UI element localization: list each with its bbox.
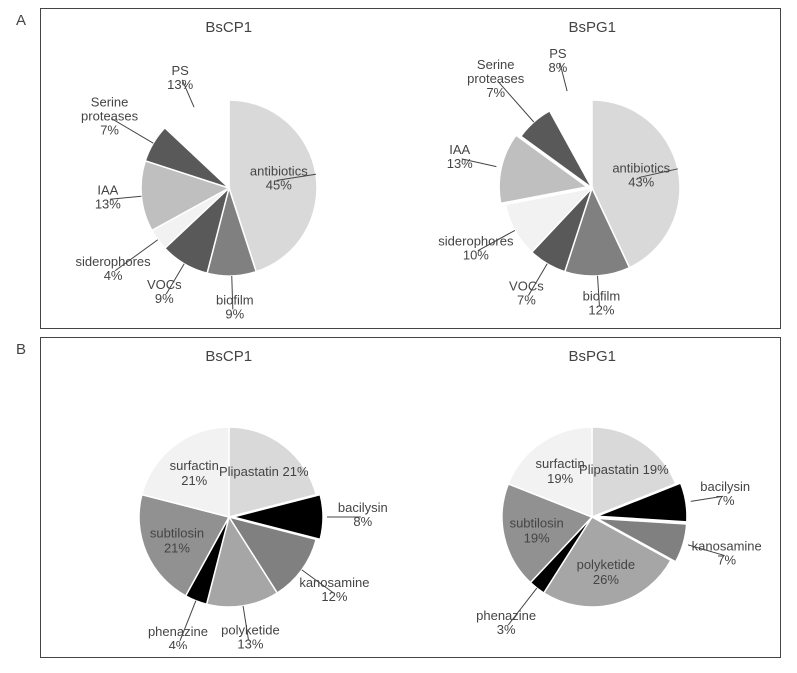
slice-value: 7% bbox=[716, 493, 735, 508]
panel-box: BsCP1 Plipastatin 21%bacilysin8%kanosami… bbox=[40, 337, 781, 658]
pie-svg: Plipastatin 19%bacilysin7%kanosamine7%po… bbox=[412, 369, 772, 649]
slice-value: 26% bbox=[593, 572, 619, 587]
panel-box: BsCP1 antibiotics45%biofilm9%VOCs9%sider… bbox=[40, 8, 781, 329]
slice-value: 13% bbox=[167, 77, 193, 92]
slice-label: subtilosin bbox=[510, 515, 564, 530]
panel-letter: B bbox=[16, 337, 40, 358]
slice-label: kanosamine bbox=[692, 539, 762, 554]
pie-chart: BsPG1 antibiotics43%biofilm12%VOCs7%side… bbox=[412, 19, 772, 320]
slice-value: 3% bbox=[497, 622, 516, 637]
slice-label: kanosamine bbox=[299, 575, 369, 590]
slice-label: siderophores bbox=[75, 254, 151, 269]
slice-label: biofilm bbox=[583, 289, 621, 304]
slice-value: 43% bbox=[628, 174, 654, 189]
slice-value: 10% bbox=[463, 248, 489, 263]
slice-value: 7% bbox=[718, 553, 737, 568]
slice-label: bacilysin bbox=[700, 479, 750, 494]
slice-label: siderophores bbox=[439, 234, 515, 249]
slice-value: 19% bbox=[547, 471, 573, 486]
slice-label: antibiotics bbox=[613, 160, 671, 175]
slice-value: 8% bbox=[353, 514, 372, 529]
pie-svg: Plipastatin 21% bacilysin8% kanosamine12% p… bbox=[49, 369, 409, 649]
pie-chart: BsCP1 antibiotics45%biofilm9%VOCs9%sider… bbox=[49, 19, 409, 320]
slice-value: 45% bbox=[266, 177, 292, 192]
slice-label: surfactin bbox=[536, 456, 585, 471]
panel-a: A BsCP1 antibiotics45%biofilm9%VOCs9%sid… bbox=[16, 8, 781, 329]
slice-value: 4% bbox=[168, 638, 187, 649]
slice-value: 13% bbox=[237, 637, 263, 649]
slice-label: PS bbox=[171, 63, 189, 78]
slice-label: proteases bbox=[467, 71, 525, 86]
slice-label: IAA bbox=[450, 142, 471, 157]
pie-svg: antibiotics43%biofilm12%VOCs7%siderophor… bbox=[412, 40, 772, 320]
slice-value: 13% bbox=[447, 156, 473, 171]
slice-value: 21% bbox=[164, 541, 190, 556]
slice-label: polyketide bbox=[577, 557, 636, 572]
slice-value: 19% bbox=[524, 530, 550, 545]
slice-value: 4% bbox=[103, 268, 122, 283]
chart-title: BsCP1 bbox=[49, 19, 409, 36]
chart-title: BsPG1 bbox=[412, 348, 772, 365]
chart-title: BsCP1 bbox=[49, 348, 409, 365]
slice-label: surfactin bbox=[169, 458, 218, 473]
slice-label: Serine bbox=[91, 95, 129, 110]
slice-label: polyketide bbox=[221, 623, 280, 638]
panel-letter: A bbox=[16, 8, 40, 29]
slice-label: phenazine bbox=[148, 624, 208, 639]
chart-title: BsPG1 bbox=[412, 19, 772, 36]
slice-label: IAA bbox=[97, 182, 118, 197]
slice-label: antibiotics bbox=[250, 163, 308, 178]
slice-value: 13% bbox=[95, 196, 121, 211]
slice-value: 12% bbox=[589, 303, 615, 318]
slice-label: VOCs bbox=[147, 277, 182, 292]
slice-label: Serine bbox=[477, 57, 515, 72]
slice-label: PS bbox=[549, 46, 567, 61]
slice-label: Plipastatin 21% bbox=[219, 464, 309, 479]
slice-label: proteases bbox=[81, 109, 139, 124]
slice-label: bacilysin bbox=[338, 500, 388, 515]
slice-label: VOCs bbox=[509, 279, 544, 294]
panel-b: B BsCP1 Plipastatin 21%bacilysin8%kanosa… bbox=[16, 337, 781, 658]
slice-value: 7% bbox=[100, 123, 119, 138]
slice-value: 8% bbox=[549, 60, 568, 75]
slice-value: 9% bbox=[225, 306, 244, 320]
pie-svg: antibiotics45%biofilm9%VOCs9%siderophore… bbox=[49, 40, 409, 320]
slice-value: 7% bbox=[517, 293, 536, 308]
pie-chart: BsCP1 Plipastatin 21% bacilysin8% kanosami… bbox=[49, 348, 409, 649]
figure-page: A BsCP1 antibiotics45%biofilm9%VOCs9%sid… bbox=[0, 0, 797, 673]
slice-value: 12% bbox=[321, 589, 347, 604]
pie-chart: BsPG1 Plipastatin 19%bacilysin7%kanosami… bbox=[412, 348, 772, 649]
slice-value: 9% bbox=[155, 291, 174, 306]
slice-label: biofilm bbox=[216, 292, 254, 307]
slice-label: subtilosin bbox=[150, 526, 204, 541]
slice-value: 7% bbox=[487, 85, 506, 100]
slice-label: phenazine bbox=[476, 608, 536, 623]
slice-label: Plipastatin 19% bbox=[579, 462, 669, 477]
slice-value: 21% bbox=[181, 473, 207, 488]
